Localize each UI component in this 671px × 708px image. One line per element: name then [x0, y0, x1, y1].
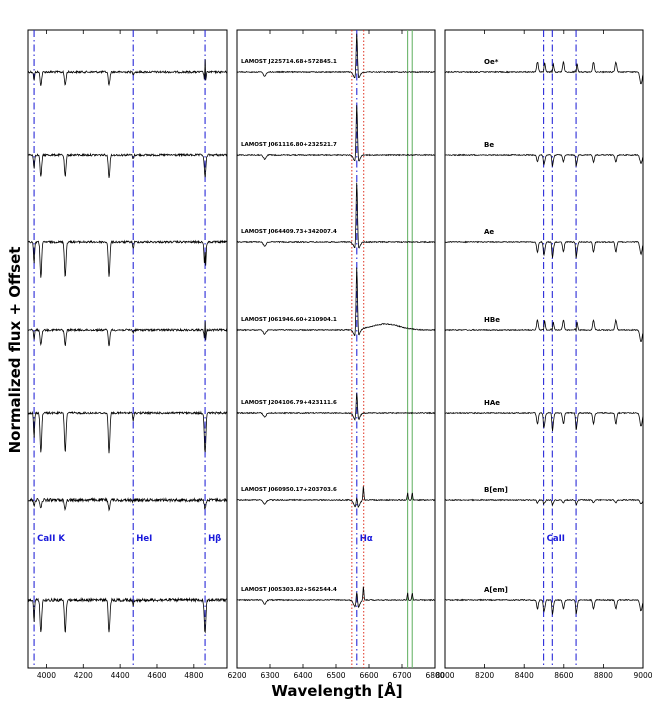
object-label: LAMOST J064409.73+342007.4 — [241, 229, 337, 235]
spectrum-line — [236, 393, 436, 421]
panel-frame — [236, 29, 436, 669]
spectrum-line — [27, 497, 228, 512]
spectrum-line — [236, 486, 436, 509]
spectrum-line — [236, 586, 436, 609]
object-label: LAMOST J061946.60+210904.1 — [241, 317, 337, 323]
x-axis-label: Wavelength [Å] — [271, 681, 402, 700]
spectrum-line — [237, 182, 436, 249]
x-tick-label: 9000 — [633, 671, 652, 680]
spectrum-line — [27, 239, 228, 278]
spectrum-line — [27, 59, 228, 87]
x-tick-label: 6700 — [392, 671, 411, 680]
x-tick-label: 8200 — [475, 671, 494, 680]
spectrum-line — [236, 105, 436, 162]
x-tick-label: 8000 — [435, 671, 454, 680]
reference-line-label: Hα — [360, 534, 373, 544]
reference-line-label: HeI — [136, 534, 152, 544]
x-tick-label: 8800 — [594, 671, 613, 680]
class-label: Be — [484, 141, 494, 149]
x-tick-label: 4200 — [74, 671, 93, 680]
spectrum-line — [444, 598, 644, 615]
object-label: LAMOST J225714.68+572845.1 — [241, 59, 337, 65]
spectrum-line — [444, 411, 644, 432]
class-label: A[em] — [484, 586, 508, 594]
x-tick-label: 4000 — [37, 671, 56, 680]
x-tick-label: 6200 — [227, 671, 246, 680]
class-label: HAe — [484, 399, 500, 407]
spectrum-line — [444, 240, 644, 259]
spectrum-line — [444, 60, 644, 85]
spectrum-line — [27, 596, 228, 634]
class-label: Ae — [484, 228, 494, 236]
class-label: Oe* — [484, 58, 499, 66]
x-tick-label: 4600 — [147, 671, 166, 680]
x-tick-label: 4400 — [111, 671, 130, 680]
object-label: LAMOST J204106.79+423111.6 — [241, 400, 337, 406]
reference-line-label: Hβ — [208, 534, 221, 544]
object-label: LAMOST J061116.80+232521.7 — [241, 142, 337, 148]
spectrum-line — [27, 152, 228, 178]
x-tick-label: 6300 — [260, 671, 279, 680]
x-tick-label: 4800 — [184, 671, 203, 680]
panel-blue: 4000 4200 4400 4600 4800 CaII K HeI Hβ — [27, 29, 228, 680]
spectrum-line — [236, 267, 436, 337]
y-axis-label: Normalized flux + Offset — [6, 247, 24, 454]
reference-line-label: CaII K — [37, 534, 65, 544]
spectrum-line — [444, 153, 644, 167]
x-tick-label: 6800 — [425, 671, 444, 680]
x-tick-label: 6600 — [359, 671, 378, 680]
panel-halpha: 6200 6300 6400 6500 6600 6700 6800 Hα LAMOST J22… — [227, 29, 445, 680]
class-label: HBe — [484, 316, 500, 324]
x-tick-label: 6500 — [326, 671, 345, 680]
spectrum-line — [27, 321, 228, 347]
spectrum-line — [444, 318, 644, 342]
object-label: LAMOST J005303.82+562544.4 — [241, 587, 337, 593]
class-label: B[em] — [484, 486, 508, 494]
object-label: LAMOST J060950.17+203703.6 — [241, 487, 337, 493]
spectrum-line — [444, 498, 644, 507]
x-tick-label: 8600 — [554, 671, 573, 680]
panel-frame — [27, 29, 228, 669]
x-tick-label: 6400 — [293, 671, 312, 680]
panel-red: 8000 8200 8400 8600 8800 9000 CaII Oe* Be Ae HBe HA… — [435, 29, 653, 680]
x-tick-label: 8400 — [515, 671, 534, 680]
reference-line-label: CaII — [547, 534, 565, 544]
spectrum-line — [236, 33, 435, 79]
spectrum-line — [27, 410, 228, 454]
